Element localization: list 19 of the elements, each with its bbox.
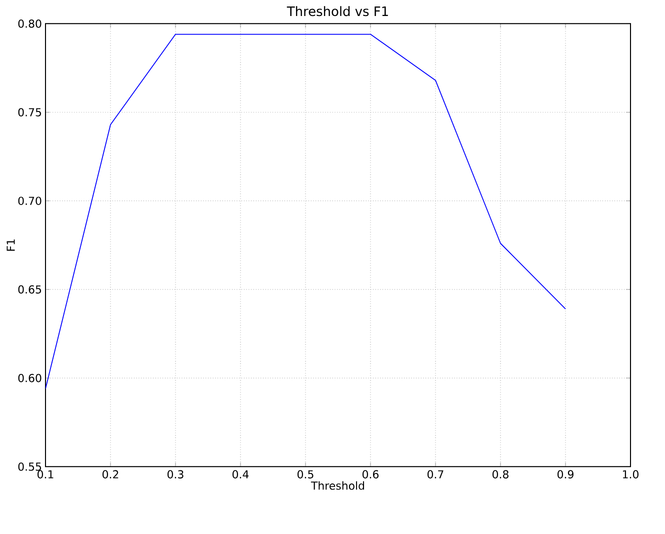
x-tick-label: 0.1 xyxy=(38,470,54,478)
x-tick-label: 1.0 xyxy=(622,470,638,478)
x-axis-title: Threshold xyxy=(310,481,364,490)
x-tick-label: 0.5 xyxy=(298,470,314,478)
chart-title: Threshold vs F1 xyxy=(286,6,388,16)
x-tick-label: 0.6 xyxy=(362,470,379,478)
y-tick-label: 0.70 xyxy=(18,196,42,205)
x-tick-label: 0.8 xyxy=(492,470,508,478)
y-axis-title: F1 xyxy=(6,240,15,251)
x-tick-label: 0.7 xyxy=(428,470,444,478)
x-tick-label: 0.3 xyxy=(168,470,184,478)
x-tick-label: 0.9 xyxy=(558,470,574,478)
y-tick-label: 0.80 xyxy=(18,20,42,28)
y-tick-label: 0.60 xyxy=(18,374,42,382)
x-tick-label: 0.2 xyxy=(102,470,118,478)
y-tick-label: 0.75 xyxy=(18,108,42,116)
x-tick-label: 0.4 xyxy=(232,470,249,478)
y-tick-label: 0.55 xyxy=(18,462,42,471)
y-tick-label: 0.65 xyxy=(18,285,42,294)
